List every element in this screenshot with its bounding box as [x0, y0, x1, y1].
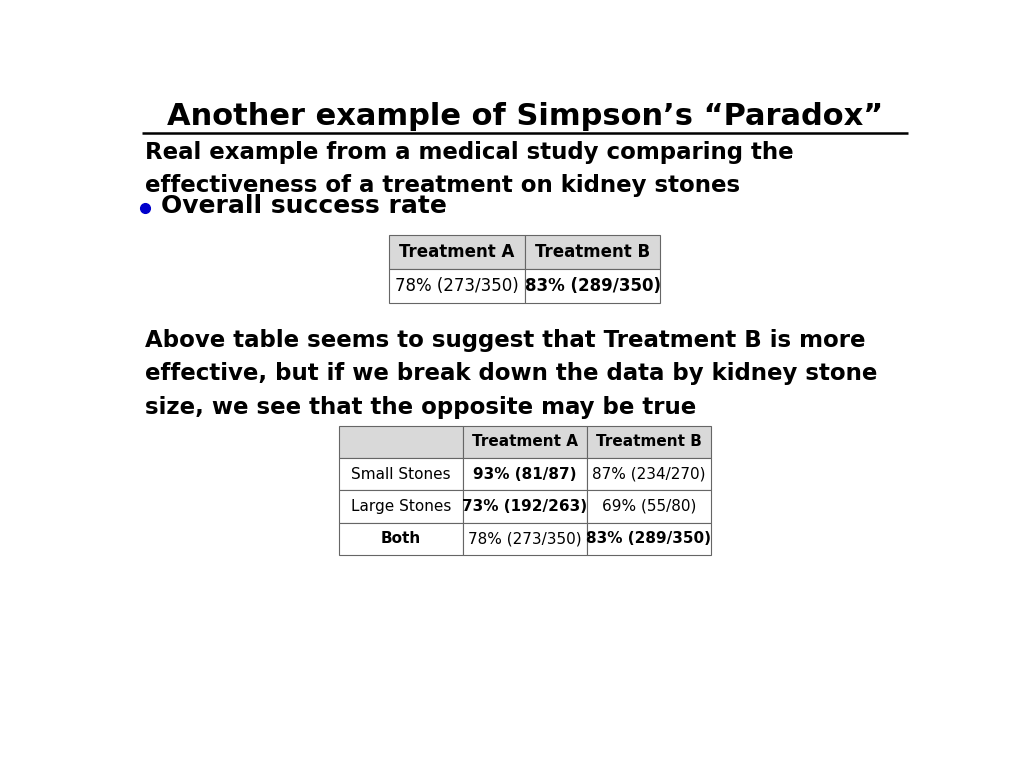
- Bar: [339, 490, 463, 522]
- Text: 83% (289/350): 83% (289/350): [524, 277, 660, 295]
- Text: Treatment A: Treatment A: [399, 243, 515, 261]
- Text: 87% (234/270): 87% (234/270): [592, 467, 706, 482]
- Bar: [587, 490, 711, 522]
- Text: 73% (192/263): 73% (192/263): [462, 499, 588, 514]
- Text: Another example of Simpson’s “Paradox”: Another example of Simpson’s “Paradox”: [167, 102, 883, 131]
- Bar: [463, 425, 587, 458]
- Bar: [463, 458, 587, 490]
- Bar: [389, 235, 524, 270]
- Bar: [339, 425, 463, 458]
- Bar: [463, 490, 587, 522]
- Text: Treatment B: Treatment B: [596, 434, 701, 449]
- Text: Large Stones: Large Stones: [350, 499, 451, 514]
- Text: 78% (273/350): 78% (273/350): [395, 277, 519, 295]
- Text: Overall success rate: Overall success rate: [161, 194, 446, 218]
- Bar: [587, 458, 711, 490]
- Text: Treatment B: Treatment B: [536, 243, 650, 261]
- Text: 93% (81/87): 93% (81/87): [473, 467, 577, 482]
- Text: 69% (55/80): 69% (55/80): [602, 499, 696, 514]
- Bar: [524, 235, 660, 270]
- Bar: [463, 522, 587, 555]
- Bar: [339, 522, 463, 555]
- Text: effectiveness of a treatment on kidney stones: effectiveness of a treatment on kidney s…: [145, 174, 740, 197]
- Text: size, we see that the opposite may be true: size, we see that the opposite may be tr…: [145, 396, 696, 419]
- Text: Both: Both: [381, 531, 421, 546]
- Bar: [339, 458, 463, 490]
- Bar: [587, 425, 711, 458]
- Text: Real example from a medical study comparing the: Real example from a medical study compar…: [145, 141, 794, 164]
- Bar: [524, 270, 660, 303]
- Text: effective, but if we break down the data by kidney stone: effective, but if we break down the data…: [145, 362, 878, 386]
- Text: Above table seems to suggest that Treatment B is more: Above table seems to suggest that Treatm…: [145, 329, 865, 353]
- Text: Small Stones: Small Stones: [351, 467, 451, 482]
- Bar: [389, 270, 524, 303]
- Text: 83% (289/350): 83% (289/350): [587, 531, 712, 546]
- Bar: [587, 522, 711, 555]
- Text: 78% (273/350): 78% (273/350): [468, 531, 582, 546]
- Text: Treatment A: Treatment A: [472, 434, 578, 449]
